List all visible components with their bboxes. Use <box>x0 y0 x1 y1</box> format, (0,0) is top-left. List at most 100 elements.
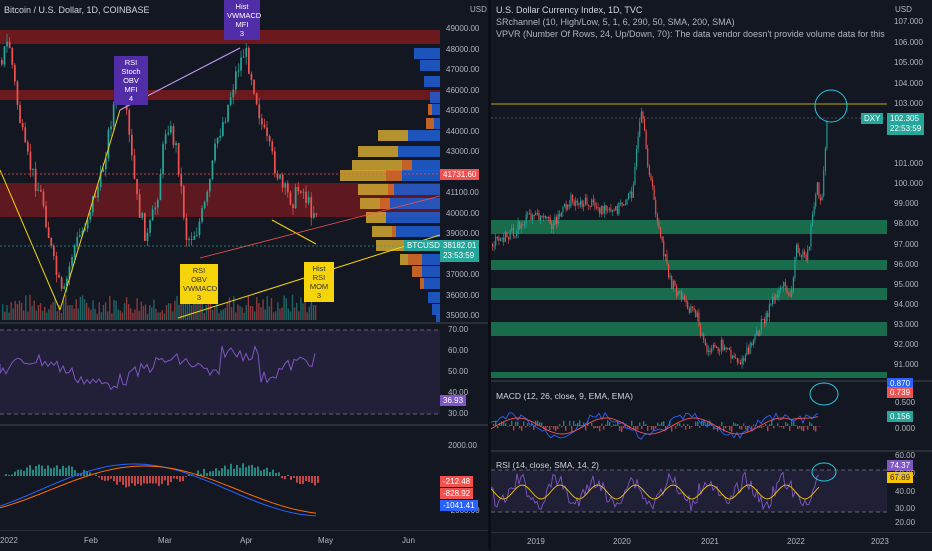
candle-body <box>646 131 647 149</box>
candle-body <box>183 186 185 217</box>
macd-histogram-bar <box>221 468 223 476</box>
volume-bar <box>227 302 228 320</box>
candle-body <box>681 291 682 299</box>
volume-bar <box>25 295 26 320</box>
note-purple-top[interactable]: Hist VWMACD MFI 3 <box>224 0 260 40</box>
candle-body <box>788 293 789 295</box>
macd-histogram-bar <box>749 425 750 426</box>
volume-bar <box>15 301 16 320</box>
volume-bar <box>269 306 270 320</box>
ticker-price-value: 102.305 <box>890 114 921 124</box>
volume-profile-bar <box>358 146 398 157</box>
note-line: 3 <box>307 291 331 300</box>
note-yellow-rsi-obv[interactable]: RSI OBV VWMACD 3 <box>180 264 218 304</box>
ticker-price-dxy: 102.305 22:53:59 <box>887 113 924 135</box>
candle-body <box>191 239 193 240</box>
macd-histogram-bar <box>801 426 802 430</box>
candle-body <box>266 128 268 136</box>
macd-histogram-bar <box>789 426 790 431</box>
volume-bar <box>111 314 112 320</box>
macd-histogram-bar <box>781 426 782 427</box>
candle-body <box>253 80 255 94</box>
macd-histogram-bar <box>591 423 592 426</box>
candle-body <box>212 161 214 180</box>
volume-profile-bar <box>432 304 440 315</box>
candle-body <box>532 215 533 220</box>
candle-body <box>519 222 520 229</box>
macd-histogram-bar <box>653 426 654 431</box>
candle-body <box>700 326 701 336</box>
macd-histogram-bar <box>137 476 139 484</box>
candle-body <box>178 143 180 174</box>
candle-body <box>767 313 768 317</box>
volume-bar <box>21 303 22 320</box>
volume-bar <box>311 299 312 320</box>
macd-histogram-bar <box>212 471 214 476</box>
volume-profile-bar <box>428 104 432 115</box>
ticker-tag-btcusd: BTCUSD <box>404 240 443 251</box>
dxy-chart-pane[interactable]: U.S. Dollar Currency Index, 1D, TVC SRch… <box>491 0 887 380</box>
volume-bar <box>218 313 219 320</box>
macd-histogram-bar <box>98 476 100 477</box>
candle-body <box>516 234 517 236</box>
macd-histogram-bar <box>661 422 662 426</box>
note-yellow-hist-rsi[interactable]: Hist RSI MOM 3 <box>304 262 334 302</box>
x-tick: 2020 <box>613 537 631 546</box>
candle-body <box>631 192 632 198</box>
macd-histogram-bar <box>571 426 572 432</box>
volume-bar <box>304 302 305 320</box>
note-purple-rsi-stoch[interactable]: RSI Stoch OBV MFI 4 <box>114 56 148 105</box>
macd-histogram-bar <box>236 465 238 476</box>
macd-histogram-bar <box>242 463 244 476</box>
btc-macd-pane[interactable] <box>0 426 440 530</box>
candle-body <box>764 319 765 323</box>
x-tick: Feb <box>84 536 98 545</box>
dxy-time-axis[interactable]: 2019 2020 2021 2022 2023 <box>491 532 932 551</box>
macd-histogram-bar <box>563 421 564 426</box>
volume-bar <box>145 304 146 320</box>
volume-bar <box>164 313 165 320</box>
volume-bar <box>143 306 144 320</box>
macd-histogram-bar <box>5 474 7 476</box>
volume-bar <box>273 312 274 320</box>
btc-time-axis[interactable]: 2022 Feb Mar Apr May Jun <box>0 530 488 551</box>
ticker-tag-dxy: DXY <box>861 113 883 124</box>
volume-bar <box>13 308 14 320</box>
dxy-macd-pane[interactable]: MACD (12, 26, close, 9, EMA, EMA) <box>491 382 887 450</box>
candle-body <box>618 203 619 214</box>
candle-body <box>553 224 554 229</box>
volume-bar <box>277 302 278 320</box>
support-zone <box>491 288 887 300</box>
dxy-macd-axis[interactable]: 0.870 0.500 0.739 0.156 0.000 <box>887 382 932 450</box>
rsi-tick: 30.00 <box>448 409 468 418</box>
price-tick: 92.000 <box>894 340 918 349</box>
volume-bar <box>147 314 148 320</box>
candle-body <box>58 275 60 277</box>
candle-body <box>751 343 752 345</box>
rsi-tick: 20.00 <box>895 518 915 527</box>
macd-histogram-bar <box>809 422 810 426</box>
volume-bar <box>223 309 224 320</box>
btc-macd-axis[interactable]: 2000.00 -2000.00 -212.48 -828.92 -1041.4… <box>440 426 488 530</box>
note-line: MFI <box>117 85 145 94</box>
macd-histogram-bar <box>805 426 806 427</box>
candle-body <box>815 195 816 206</box>
volume-bar <box>8 312 9 320</box>
dxy-rsi-axis[interactable]: 74.37 67.89 60.00 50.00 40.00 30.00 20.0… <box>887 452 932 532</box>
volume-bar <box>80 297 81 320</box>
macd-histogram-bar <box>785 422 786 426</box>
dxy-price-plot[interactable] <box>491 0 887 380</box>
btc-rsi-pane[interactable] <box>0 324 440 424</box>
volume-profile-bar <box>402 170 440 181</box>
dxy-rsi-pane[interactable]: RSI (14, close, SMA, 14, 2) <box>491 452 887 532</box>
candle-body <box>703 335 704 340</box>
btc-price-plot[interactable] <box>0 0 440 322</box>
btc-chart-pane[interactable]: Bitcoin / U.S. Dollar, 1D, COINBASE Hist… <box>0 0 440 322</box>
rsi-tick: 50.00 <box>895 469 915 478</box>
volume-bar <box>298 312 299 320</box>
candle-body <box>614 210 615 211</box>
macd-histogram-bar <box>521 426 522 431</box>
